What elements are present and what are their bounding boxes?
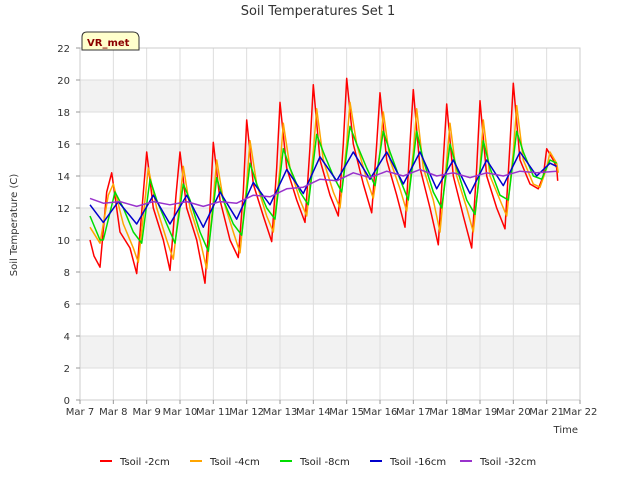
y-tick-label: 14: [57, 172, 70, 183]
badge-shape: [81, 31, 140, 51]
x-tick-label: Mar 7: [66, 407, 94, 418]
y-tick-label: 8: [64, 268, 70, 279]
legend-label: Tsoil -4cm: [209, 457, 260, 468]
plot-band: [80, 272, 580, 304]
y-axis-label: Soil Temperature (C): [9, 174, 20, 277]
x-tick-label: Mar 21: [529, 407, 564, 418]
plot-frame: [79, 47, 581, 401]
plot-band: [80, 240, 580, 272]
y-tick-label: 20: [57, 76, 70, 87]
legend: Tsoil -2cm Tsoil -4cm Tsoil -8cm Tsoil -16c…: [100, 457, 536, 468]
x-tick-label: Mar 9: [132, 407, 160, 418]
y-tick-label: 2: [64, 364, 70, 375]
y-tick-label: 12: [57, 204, 70, 215]
x-tick-label: Mar 18: [429, 407, 464, 418]
x-tick-label: Mar 16: [363, 407, 398, 418]
y-tick-label: 0: [64, 396, 70, 407]
y-tick-label: 10: [57, 236, 70, 247]
plot-band: [80, 304, 580, 336]
x-tick-label: Mar 15: [329, 407, 364, 418]
plot-band: [80, 112, 580, 144]
y-tick-label: 6: [64, 300, 70, 311]
plot-band: [80, 48, 580, 80]
y-tick-label: 4: [64, 332, 70, 343]
series-line-5: [89, 168, 557, 208]
plot-band: [80, 368, 580, 400]
legend-label: Tsoil -16cm: [389, 457, 446, 468]
y-tick-label: 16: [57, 140, 70, 151]
plot-band: [80, 336, 580, 368]
legend-label: Tsoil -32cm: [479, 457, 536, 468]
badge-label: VR_met: [87, 38, 130, 49]
x-tick-label: Mar 12: [229, 407, 264, 418]
legend-label: Tsoil -8cm: [299, 457, 350, 468]
series-lines: [89, 77, 560, 284]
x-tick-label: Mar 10: [163, 407, 198, 418]
x-tick-label: Mar 22: [563, 407, 598, 418]
legend-label: Tsoil -2cm: [119, 457, 170, 468]
series-line-3: [89, 125, 558, 252]
x-tick-label: Mar 8: [99, 407, 127, 418]
chart-title: Soil Temperatures Set 1: [241, 4, 396, 19]
series-line-4: [89, 151, 558, 228]
series-line-1: [89, 77, 559, 284]
x-tick-label: Mar 20: [496, 407, 531, 418]
station-badge: VR_met: [81, 31, 140, 51]
x-tick-label: Mar 14: [296, 407, 331, 418]
x-tick-label: Mar 13: [263, 407, 298, 418]
x-axis-label: Time: [553, 425, 578, 436]
y-axis: 0 2 4 6 8 10 12 14 16 18 20 22: [57, 44, 80, 407]
y-tick-label: 18: [57, 108, 70, 119]
plot-band: [80, 80, 580, 112]
x-tick-label: Mar 17: [396, 407, 431, 418]
x-tick-label: Mar 19: [463, 407, 498, 418]
x-tick-label: Mar 11: [196, 407, 231, 418]
y-tick-label: 22: [57, 44, 70, 55]
